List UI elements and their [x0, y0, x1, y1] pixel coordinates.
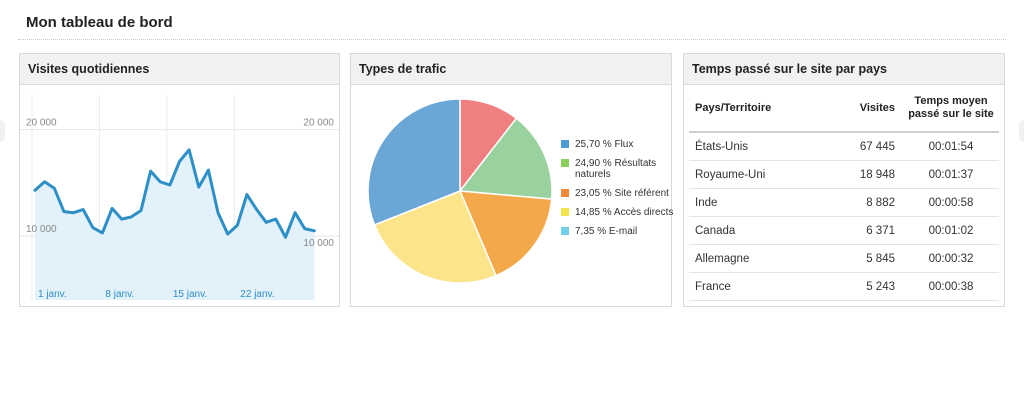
legend-item: 24,90 % Résultats naturels [561, 158, 675, 180]
legend-item: 7,35 % E-mail [561, 226, 675, 237]
y-axis-left-label: 10 000 [26, 224, 57, 235]
x-axis-label: 8 janv. [105, 289, 134, 300]
legend-label: 7,35 % E-mail [575, 226, 638, 237]
pie-slice [458, 190, 553, 277]
legend-swatch [561, 140, 569, 148]
table-row: États-Unis 67 445 00:01:54 [689, 132, 999, 161]
visits-cell: 6 371 [827, 216, 903, 245]
time-cell: 00:01:37 [903, 160, 999, 189]
traffic-legend: 25,70 % Flux 24,90 % Résultats naturels 23… [561, 139, 675, 237]
table-row: Royaume-Uni 18 948 00:01:37 [689, 160, 999, 189]
legend-item: 25,70 % Flux [561, 139, 675, 150]
country-cell: Royaume-Uni [689, 160, 828, 189]
y-axis-right-label: 20 000 [303, 118, 334, 129]
widget-title-traffic-types: Types de trafic [351, 54, 671, 85]
country-cell: France [689, 272, 828, 301]
pie-slice [373, 190, 497, 284]
time-cell: 00:00:58 [903, 188, 999, 217]
right-scroll-handle[interactable] [1019, 120, 1024, 142]
page-title: Mon tableau de bord [26, 14, 173, 31]
column-header-time[interactable]: Temps moyen passé sur le site [903, 85, 999, 133]
visits-cell: 5 845 [827, 244, 903, 273]
country-table: Pays/Territoire Visites Temps moyen pass… [689, 85, 999, 301]
country-cell: États-Unis [689, 132, 828, 161]
visits-cell: 67 445 [827, 132, 903, 161]
x-axis-label: 22 janv. [240, 289, 274, 300]
legend-swatch [561, 159, 569, 167]
table-row: Inde 8 882 00:00:58 [689, 188, 999, 217]
visits-series-line [33, 148, 316, 239]
left-scroll-handle[interactable] [0, 120, 5, 142]
country-cell: Canada [689, 216, 828, 245]
legend-swatch [561, 227, 569, 235]
y-axis-left-label: 20 000 [26, 118, 57, 129]
table-row: Canada 6 371 00:01:02 [689, 216, 999, 245]
table-header-row: Pays/Territoire Visites Temps moyen pass… [689, 85, 999, 133]
visits-cell: 18 948 [827, 160, 903, 189]
y-axis-right-label: 10 000 [303, 238, 334, 249]
legend-item: 14,85 % Accès directs [561, 207, 675, 218]
column-header-country[interactable]: Pays/Territoire [689, 85, 828, 133]
time-cell: 00:00:38 [903, 272, 999, 301]
country-cell: Allemagne [689, 244, 828, 273]
pie-slice [458, 117, 553, 200]
widget-time-by-country: Temps passé sur le site par pays Pays/Te… [683, 53, 1005, 307]
country-cell: Inde [689, 188, 828, 217]
table-row: Allemagne 5 845 00:00:32 [689, 244, 999, 273]
traffic-types-pie-chart [367, 98, 553, 284]
visits-cell: 5 243 [827, 272, 903, 301]
pie-slice [367, 98, 461, 226]
time-cell: 00:01:02 [903, 216, 999, 245]
legend-item: 23,05 % Site référent [561, 188, 675, 199]
widget-daily-visits: Visites quotidiennes 20 000 10 000 20 000 1… [19, 53, 340, 307]
widget-title-time-by-country: Temps passé sur le site par pays [684, 54, 1004, 85]
time-cell: 00:01:54 [903, 132, 999, 161]
time-cell: 00:00:32 [903, 244, 999, 273]
widget-title-daily-visits: Visites quotidiennes [20, 54, 339, 85]
visits-area-fill [35, 149, 315, 300]
table-row: France 5 243 00:00:38 [689, 272, 999, 301]
x-axis-label: 1 janv. [38, 289, 67, 300]
widget-traffic-types: Types de trafic 25,70 % Flux 24,90 % Résu… [350, 53, 675, 307]
x-axis-label: 15 janv. [173, 289, 207, 300]
visits-cell: 8 882 [827, 188, 903, 217]
daily-visits-chart: 20 000 10 000 20 000 10 000 1 janv. 8 janv. 15… [20, 95, 339, 300]
legend-label: 24,90 % Résultats naturels [575, 158, 657, 180]
legend-label: 23,05 % Site référent [575, 188, 669, 199]
legend-label: 25,70 % Flux [575, 139, 634, 150]
column-header-visits[interactable]: Visites [827, 85, 903, 133]
legend-swatch [561, 208, 569, 216]
legend-swatch [561, 189, 569, 197]
title-divider [18, 39, 1006, 40]
legend-label: 14,85 % Accès directs [575, 207, 674, 218]
